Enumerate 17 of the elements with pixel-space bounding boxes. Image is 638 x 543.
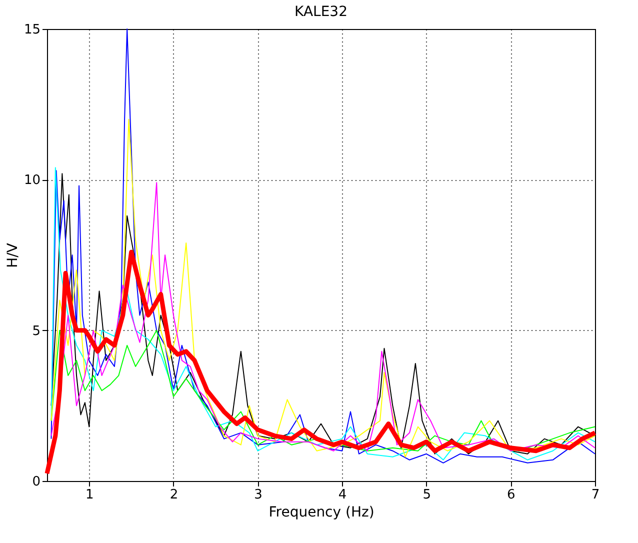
x-tick-label: 4 <box>338 488 347 502</box>
y-tick-label: 0 <box>32 474 40 490</box>
y-tick-label: 10 <box>24 173 40 188</box>
y-tick-label: 5 <box>32 324 40 339</box>
x-axis-title: Frequency (Hz) <box>268 504 374 520</box>
line-series <box>50 118 596 458</box>
x-tick-label: 3 <box>254 488 262 502</box>
y-axis-title: H/V <box>4 242 21 268</box>
x-tick-label: 6 <box>507 488 516 502</box>
y-tick-label: 15 <box>24 22 40 38</box>
x-tick-label: 7 <box>591 488 600 502</box>
x-tick-label: 5 <box>422 488 432 502</box>
x-tick-label: 1 <box>86 488 94 502</box>
chart-title: KALE32 <box>294 4 348 20</box>
line-series <box>44 250 598 476</box>
line-series <box>50 28 596 464</box>
x-tick-label: 2 <box>170 488 178 502</box>
